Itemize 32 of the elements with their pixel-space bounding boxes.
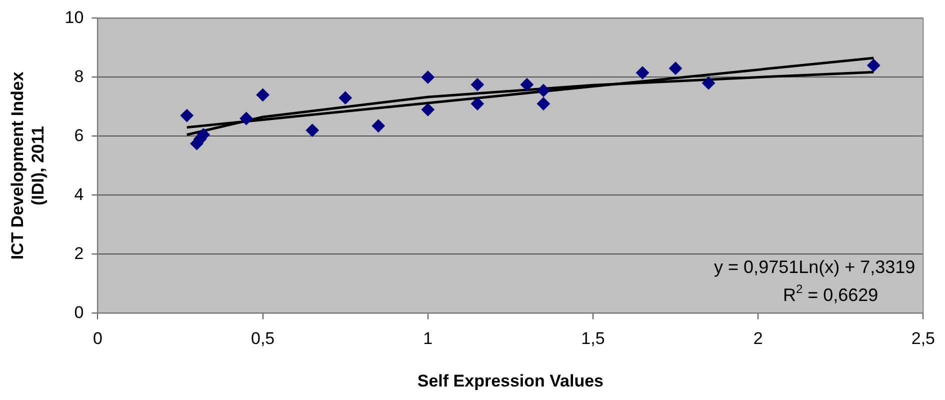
x-tick-label: 2 bbox=[753, 329, 763, 348]
point bbox=[702, 76, 716, 90]
x-tick-label: 1 bbox=[423, 329, 433, 348]
point bbox=[421, 70, 434, 84]
point bbox=[240, 112, 253, 125]
x-axis-title: Self Expression Values bbox=[417, 371, 604, 390]
point bbox=[536, 84, 550, 97]
point bbox=[867, 58, 880, 72]
point bbox=[421, 103, 434, 116]
y-tick-label: 2 bbox=[74, 244, 84, 263]
y-tick-label: 0 bbox=[74, 302, 84, 322]
point bbox=[470, 78, 484, 92]
point bbox=[180, 109, 194, 122]
x-tick-label: 1,5 bbox=[581, 329, 605, 348]
x-tick-label: 2,5 bbox=[911, 329, 936, 348]
y-tick-label: 10 bbox=[64, 8, 84, 27]
y-tick-label: 8 bbox=[74, 66, 84, 86]
point bbox=[256, 88, 270, 102]
point bbox=[306, 124, 319, 137]
x-tick-label: 0 bbox=[92, 329, 102, 348]
point bbox=[636, 66, 650, 80]
point bbox=[372, 119, 385, 132]
point bbox=[520, 78, 534, 92]
point bbox=[536, 97, 550, 110]
x-tick-label: 0,5 bbox=[250, 329, 275, 348]
point bbox=[470, 97, 484, 110]
y-axis-title: ICT Development Index (IDI), 2011 bbox=[8, 71, 48, 260]
point bbox=[338, 91, 352, 104]
annotation: y = 0,9751Ln(x) + 7,3319 bbox=[714, 257, 916, 278]
point bbox=[669, 62, 682, 75]
y-tick-label: 4 bbox=[74, 184, 84, 204]
y-tick-label: 6 bbox=[74, 126, 84, 145]
